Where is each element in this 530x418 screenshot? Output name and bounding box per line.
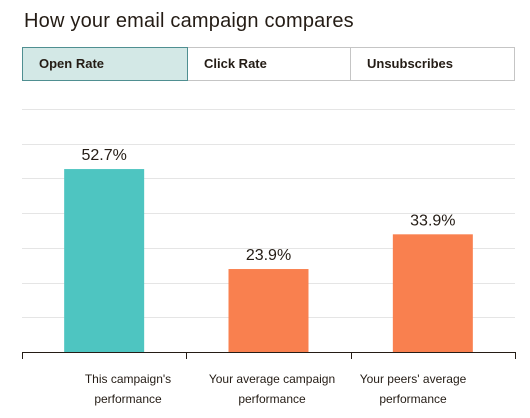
x-tick-label: Your peers' average performance bbox=[359, 372, 467, 406]
data-label: 23.9% bbox=[246, 247, 291, 264]
x-tick-label: Your average campaign performance bbox=[208, 372, 336, 406]
data-label: 52.7% bbox=[81, 147, 126, 164]
bar bbox=[392, 234, 473, 352]
bar bbox=[64, 169, 145, 352]
tab-open-rate[interactable]: Open Rate bbox=[22, 47, 188, 81]
x-tick-label: This campaign's performance bbox=[84, 372, 172, 406]
bar bbox=[228, 269, 309, 352]
page-title: How your email campaign compares bbox=[24, 10, 354, 32]
data-label: 33.9% bbox=[410, 212, 455, 229]
tab-unsubscribes[interactable]: Unsubscribes bbox=[351, 47, 515, 81]
tab-click-rate[interactable]: Click Rate bbox=[188, 47, 351, 81]
metric-tabs: Open Rate Click Rate Unsubscribes bbox=[22, 47, 515, 81]
